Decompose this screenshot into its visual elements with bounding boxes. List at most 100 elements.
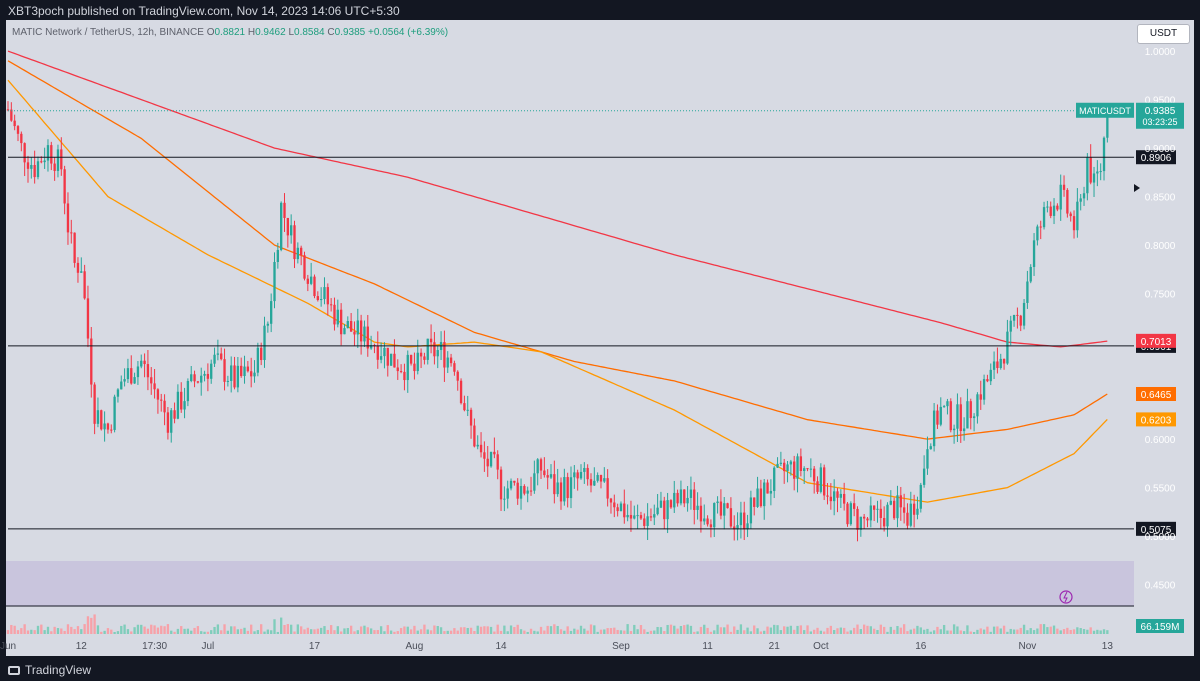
candle-body [336, 309, 339, 325]
volume-bar [706, 627, 709, 634]
indicator-label: 0.6203 [1141, 415, 1172, 426]
y-tick-label: 0.6000 [1145, 435, 1176, 446]
candle-body [1036, 226, 1039, 241]
volume-bar [693, 631, 696, 634]
ma-line-0 [7, 50, 1108, 348]
candle-body [270, 301, 273, 324]
candle-body [206, 373, 210, 379]
volume-bar [656, 626, 659, 634]
volume-bar [939, 629, 942, 634]
candle-body [503, 498, 506, 500]
y-tick-label: 0.9500 [1145, 96, 1176, 107]
volume-bar [759, 631, 763, 634]
volume-bar [396, 631, 399, 634]
candle-body [16, 126, 20, 134]
candle-body [643, 518, 646, 526]
volume-bar [403, 626, 406, 634]
chart-pane[interactable] [6, 20, 1194, 656]
time-axis[interactable]: Jun 12 17:30 Jul 17 Aug 14 Sep 11 21 Oct 16 Nov 13 [0, 641, 1113, 652]
legend-low: 0.8584 [294, 27, 325, 38]
volume-bar [103, 630, 106, 634]
candle-body [166, 412, 170, 433]
candle-body [919, 484, 922, 509]
volume-bar [779, 630, 783, 634]
candle-body [969, 401, 972, 419]
volume-bar [306, 627, 309, 634]
volume-bar [536, 631, 539, 634]
candle-body [992, 361, 996, 370]
volume-bar [363, 625, 366, 634]
volume-bar [979, 628, 982, 634]
candle-body [516, 482, 519, 499]
volume-bar [240, 628, 243, 634]
volume-bar [1002, 625, 1006, 634]
candle-body [286, 217, 290, 236]
volume-bar [723, 627, 726, 634]
candle-body [443, 342, 446, 368]
candle-body [889, 500, 892, 505]
volume-bar [343, 628, 346, 634]
candle-body [426, 338, 429, 360]
candle-body [896, 495, 899, 519]
volume-bar [170, 630, 173, 634]
candle-body [459, 380, 463, 404]
candle-body [506, 488, 509, 499]
tradingview-logo-icon [8, 666, 20, 675]
candle-body [763, 482, 766, 507]
volume-bar [349, 625, 353, 634]
volume-bar [329, 625, 333, 634]
candle-body [253, 372, 256, 377]
candle-body [1039, 226, 1042, 228]
candle-body [623, 503, 626, 518]
volume-bar [789, 625, 793, 634]
volume-bar [236, 629, 240, 634]
currency-button[interactable]: USDT [1137, 24, 1190, 44]
volume-bar [826, 627, 829, 634]
candle-body [303, 255, 306, 279]
candle-body [230, 365, 233, 381]
candle-body [846, 503, 849, 525]
volume-bar [280, 617, 283, 634]
volume-bar [286, 624, 290, 634]
volume-bar [1052, 625, 1056, 634]
candle-body [456, 371, 459, 381]
price-axis[interactable]: 1.0000 0.9500 0.9000 0.8500 0.8000 0.7500 0.70… [1136, 47, 1176, 592]
x-tick-label: 11 [702, 641, 713, 652]
volume-bar [230, 626, 233, 634]
candle-body [20, 133, 23, 144]
candle-body [183, 401, 186, 410]
candle-body [220, 353, 223, 360]
candle-body [629, 514, 633, 519]
candle-body [36, 161, 40, 178]
volume-bar [623, 630, 626, 634]
candle-body [972, 416, 976, 419]
x-tick-label: 17:30 [142, 641, 167, 652]
volume-bar [616, 629, 619, 634]
candle-body [659, 500, 663, 508]
candle-body [699, 505, 703, 522]
volume-bar [493, 631, 496, 634]
candle-body [1056, 205, 1059, 210]
volume-bar [843, 627, 846, 634]
candle-body [1102, 137, 1106, 172]
candle-body [333, 304, 336, 325]
volume-bar [409, 629, 413, 634]
volume-bar [153, 625, 156, 634]
volume-bar [773, 624, 776, 634]
volume-bar [339, 631, 343, 634]
candle-body [966, 401, 969, 429]
candle-body [466, 409, 469, 411]
volume-bar [872, 628, 876, 634]
candle-body [46, 145, 50, 161]
candle-body [693, 489, 696, 510]
volume-bar [369, 628, 373, 634]
candle-body [609, 498, 613, 503]
candle-body [673, 492, 676, 508]
candle-body [679, 489, 683, 504]
volume-bar [60, 628, 63, 634]
volume-bar [643, 629, 646, 634]
candle-body [143, 360, 146, 365]
volume-bar [776, 625, 779, 634]
candle-body [309, 276, 313, 284]
